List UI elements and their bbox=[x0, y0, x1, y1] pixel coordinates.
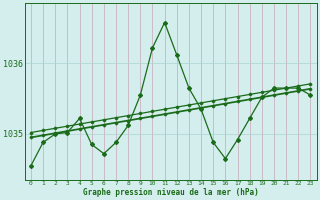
X-axis label: Graphe pression niveau de la mer (hPa): Graphe pression niveau de la mer (hPa) bbox=[83, 188, 259, 197]
